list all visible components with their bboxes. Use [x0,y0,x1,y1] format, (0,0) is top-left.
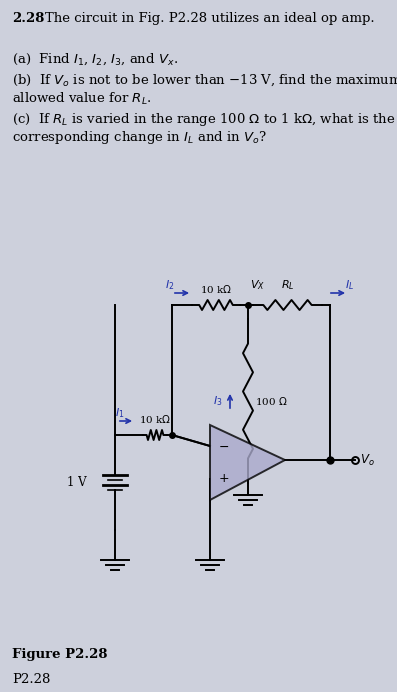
Text: $V_o$: $V_o$ [360,453,375,468]
Text: 1 V: 1 V [67,476,87,489]
Text: allowed value for $R_L$.: allowed value for $R_L$. [12,91,152,107]
Text: $I_2$: $I_2$ [165,278,175,292]
Text: $I_1$: $I_1$ [115,406,125,420]
Text: The circuit in Fig. P2.28 utilizes an ideal op amp.: The circuit in Fig. P2.28 utilizes an id… [45,12,375,25]
Text: $I_L$: $I_L$ [345,278,355,292]
Text: Figure P2.28: Figure P2.28 [12,648,108,661]
Text: 10 k$\Omega$: 10 k$\Omega$ [139,413,171,425]
Text: $V_X$: $V_X$ [250,278,265,292]
Text: 2.28: 2.28 [12,12,44,25]
Text: 10 k$\Omega$: 10 k$\Omega$ [200,283,232,295]
Text: (a)  Find $I_1$, $I_2$, $I_3$, and $V_x$.: (a) Find $I_1$, $I_2$, $I_3$, and $V_x$. [12,52,178,67]
Text: (b)  If $V_o$ is not to be lower than $-$13 V, find the maximum: (b) If $V_o$ is not to be lower than $-$… [12,73,397,89]
Text: 100 $\Omega$: 100 $\Omega$ [255,395,287,407]
Polygon shape [210,425,285,500]
Text: $+$: $+$ [218,473,229,486]
Text: (c)  If $R_L$ is varied in the range 100 $\Omega$ to 1 k$\Omega$, what is the: (c) If $R_L$ is varied in the range 100 … [12,111,395,128]
Text: $R_L$: $R_L$ [281,278,294,292]
Text: $I_3$: $I_3$ [213,394,223,408]
Text: $-$: $-$ [218,439,229,453]
Text: P2.28: P2.28 [12,673,50,686]
Text: corresponding change in $I_L$ and in $V_o$?: corresponding change in $I_L$ and in $V_… [12,129,267,146]
